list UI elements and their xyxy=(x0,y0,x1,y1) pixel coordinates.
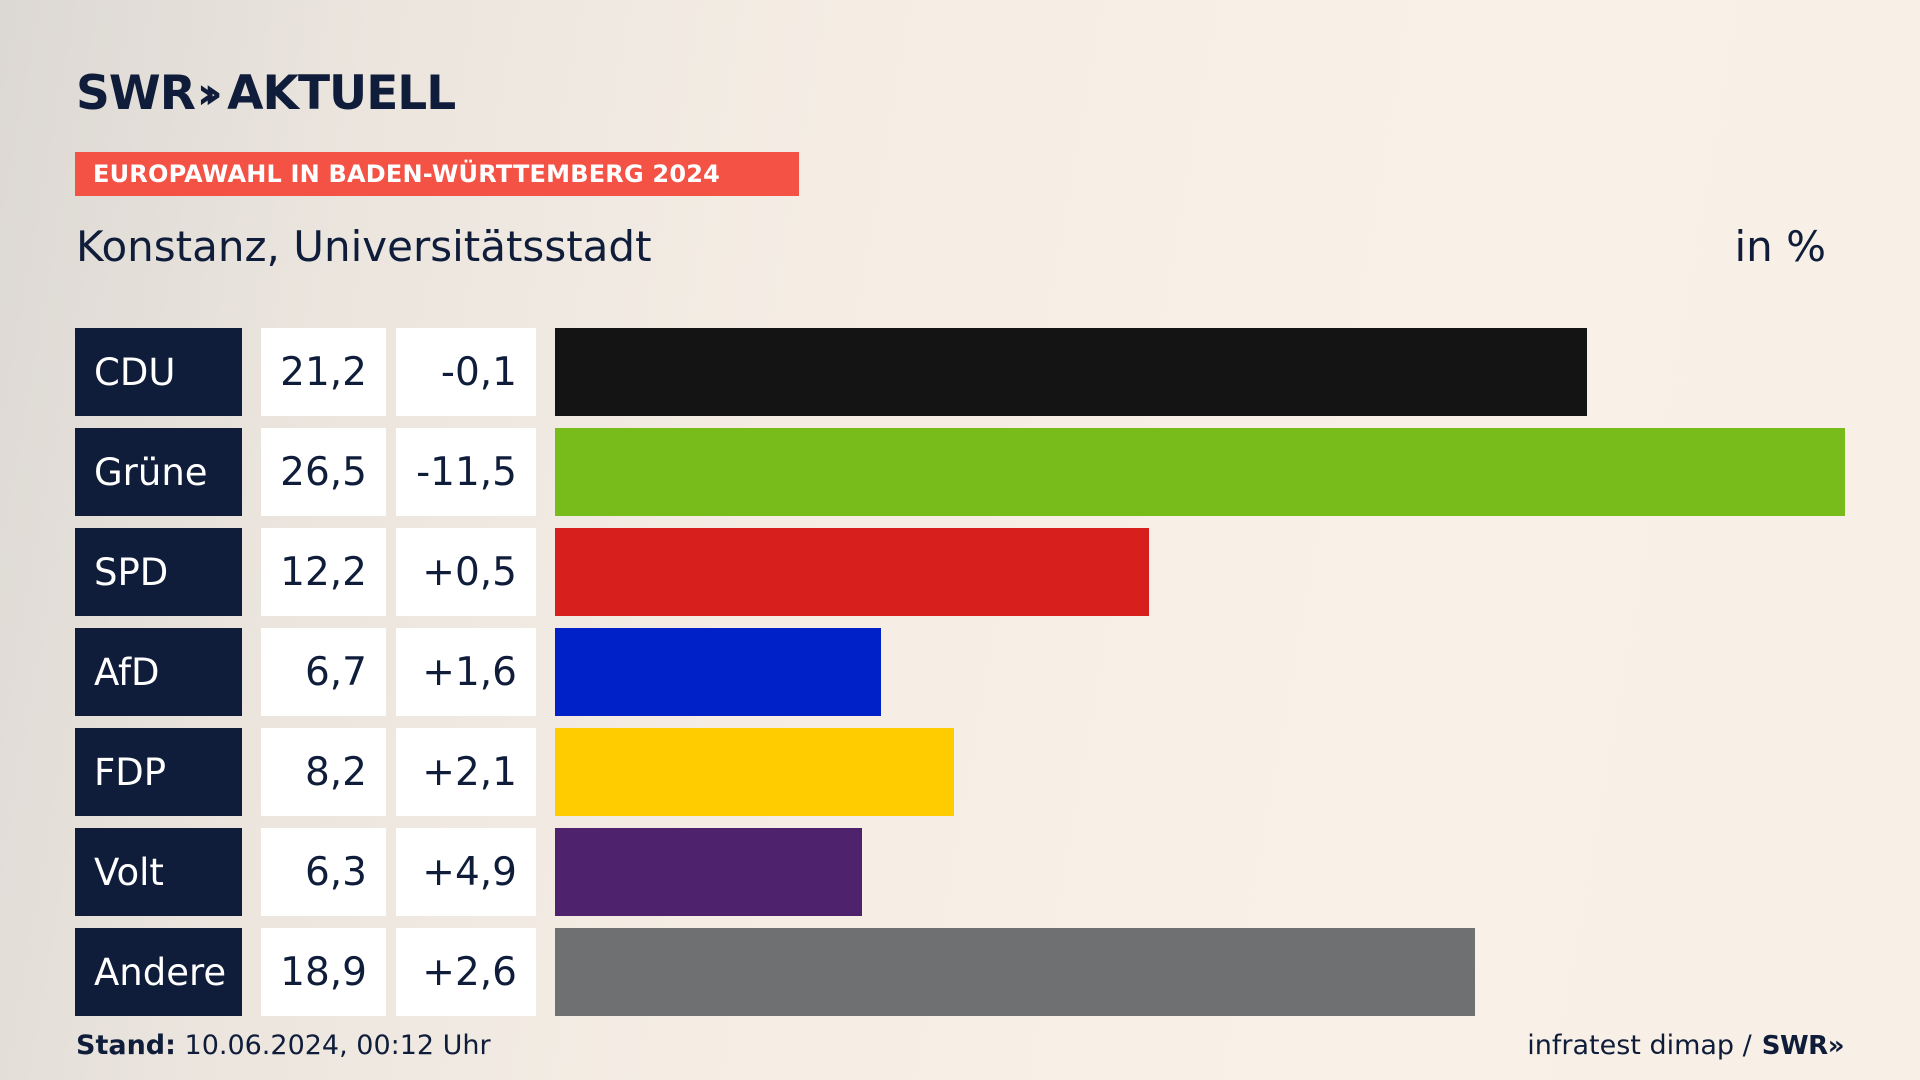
unit-label: in % xyxy=(1734,222,1826,271)
vote-share-bar xyxy=(555,728,954,816)
swr-mini-logo: SWR» xyxy=(1761,1030,1845,1061)
vote-share-label: 21,2 xyxy=(261,328,386,416)
source-text: infratest dimap / xyxy=(1527,1030,1752,1061)
result-row: Grüne 26,5 -11,5 xyxy=(0,428,1920,516)
party-label: Andere xyxy=(75,928,242,1016)
result-row: AfD 6,7 +1,6 xyxy=(0,628,1920,716)
result-row: FDP 8,2 +2,1 xyxy=(0,728,1920,816)
vote-share-label: 8,2 xyxy=(261,728,386,816)
vote-share-bar xyxy=(555,428,1845,516)
result-row: CDU 21,2 -0,1 xyxy=(0,328,1920,416)
logo-aktuell-text: AKTUELL xyxy=(227,66,456,121)
vote-share-label: 6,7 xyxy=(261,628,386,716)
source-credit: infratest dimap / SWR» xyxy=(1527,1030,1844,1061)
logo-swr-text: SWR xyxy=(76,66,196,121)
result-row: Volt 6,3 +4,9 xyxy=(0,828,1920,916)
party-label: Volt xyxy=(75,828,242,916)
election-banner: EUROPAWAHL IN BADEN-WÜRTTEMBERG 2024 xyxy=(75,152,799,196)
change-label: +4,9 xyxy=(396,828,536,916)
change-label: -0,1 xyxy=(396,328,536,416)
vote-share-label: 18,9 xyxy=(261,928,386,1016)
vote-share-label: 12,2 xyxy=(261,528,386,616)
stand-label: Stand: xyxy=(76,1030,176,1061)
vote-share-bar xyxy=(555,528,1149,616)
swr-aktuell-logo: SWR ›› AKTUELL xyxy=(76,66,456,121)
party-label: AfD xyxy=(75,628,242,716)
stand-value: 10.06.2024, 00:12 Uhr xyxy=(184,1030,491,1061)
vote-share-bar xyxy=(555,828,862,916)
party-label: CDU xyxy=(75,328,242,416)
change-label: +1,6 xyxy=(396,628,536,716)
change-label: +0,5 xyxy=(396,528,536,616)
vote-share-bar xyxy=(555,328,1587,416)
vote-share-bar xyxy=(555,628,881,716)
result-row: SPD 12,2 +0,5 xyxy=(0,528,1920,616)
result-row: Andere 18,9 +2,6 xyxy=(0,928,1920,1016)
change-label: -11,5 xyxy=(396,428,536,516)
vote-share-label: 26,5 xyxy=(261,428,386,516)
party-label: SPD xyxy=(75,528,242,616)
change-label: +2,6 xyxy=(396,928,536,1016)
vote-share-bar xyxy=(555,928,1475,1016)
change-label: +2,1 xyxy=(396,728,536,816)
party-label: FDP xyxy=(75,728,242,816)
timestamp: Stand: 10.06.2024, 00:12 Uhr xyxy=(76,1030,491,1061)
chart-title: Konstanz, Universitätsstadt xyxy=(76,222,652,271)
vote-share-label: 6,3 xyxy=(261,828,386,916)
party-label: Grüne xyxy=(75,428,242,516)
